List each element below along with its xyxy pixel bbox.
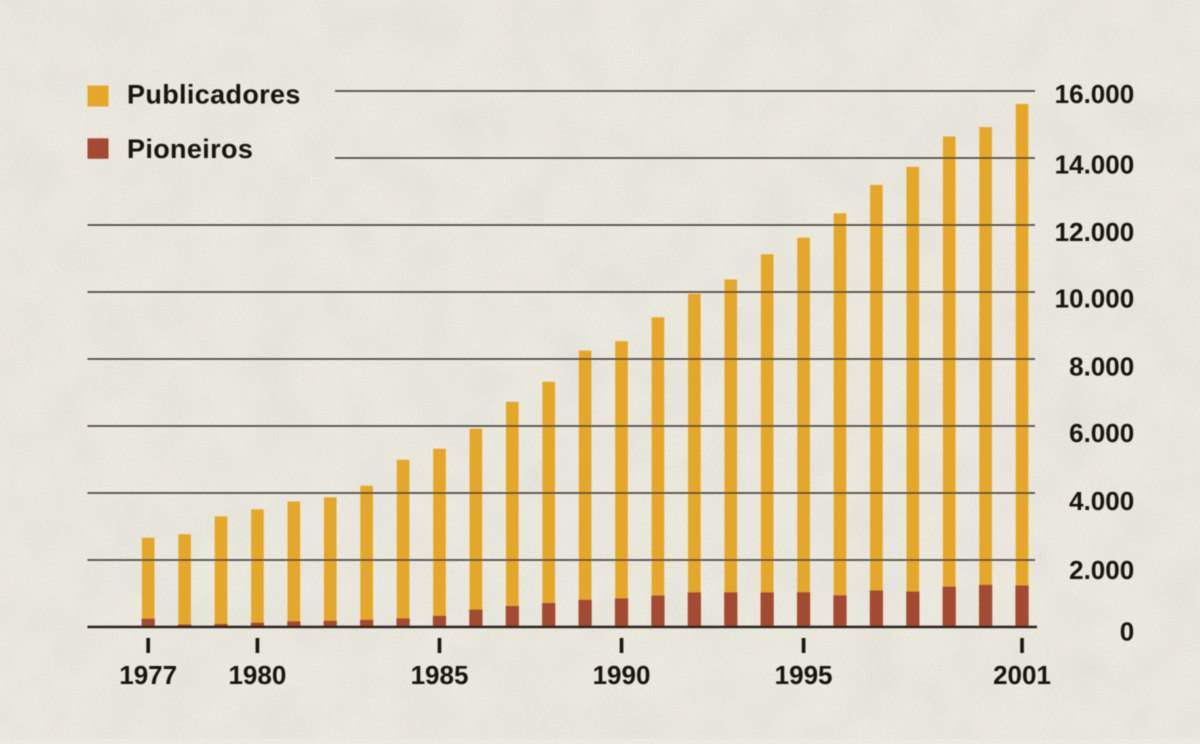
svg-text:Pioneiros: Pioneiros (127, 134, 253, 164)
svg-text:1980: 1980 (228, 660, 286, 690)
svg-text:14.000: 14.000 (1055, 150, 1135, 180)
svg-text:0: 0 (1120, 617, 1134, 647)
svg-text:1990: 1990 (593, 660, 651, 690)
svg-text:2.000: 2.000 (1069, 555, 1134, 585)
svg-text:16.000: 16.000 (1055, 79, 1135, 109)
svg-text:1977: 1977 (119, 660, 177, 690)
svg-text:4.000: 4.000 (1069, 486, 1134, 516)
svg-text:2001: 2001 (993, 660, 1051, 690)
svg-text:Publicadores: Publicadores (127, 80, 301, 110)
svg-text:10.000: 10.000 (1055, 284, 1135, 314)
svg-text:6.000: 6.000 (1069, 418, 1134, 448)
svg-text:1985: 1985 (411, 660, 469, 690)
svg-text:8.000: 8.000 (1069, 352, 1134, 382)
svg-text:1995: 1995 (775, 660, 833, 690)
svg-text:12.000: 12.000 (1055, 217, 1135, 247)
